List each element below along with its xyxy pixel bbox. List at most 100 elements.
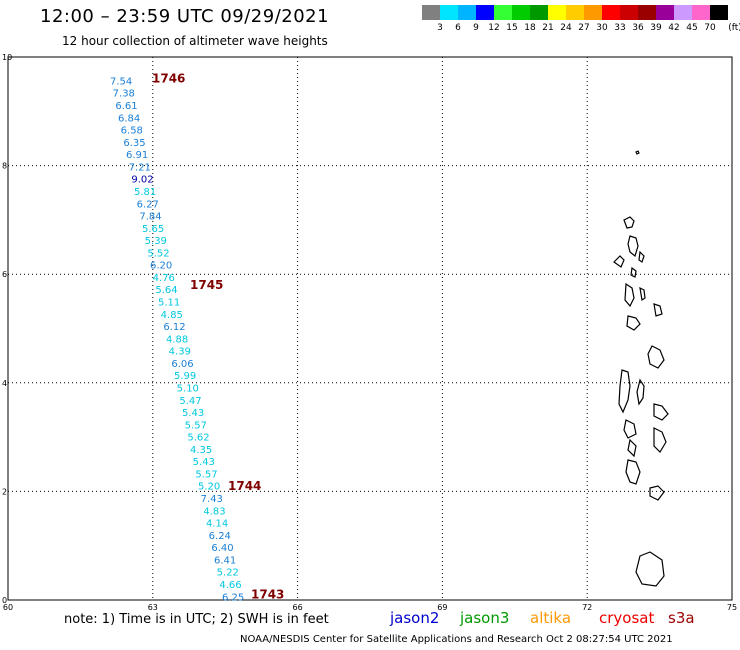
satellite-jason2-label: jason2 [390,609,440,627]
colorbar-label: 3 [437,23,443,33]
pass-number-label: 1743 [251,588,284,602]
island-outline [630,266,637,278]
swh-value: 6.91 [126,150,148,161]
colorbar-label: 36 [632,23,644,33]
swh-value: 7.38 [113,89,135,100]
colorbar-swatch [674,5,692,20]
colorbar-label: 42 [668,23,680,33]
swh-value: 4.39 [169,347,191,358]
colorbar-swatch [548,5,566,20]
swh-value: 6.58 [121,126,143,137]
island-outline [649,485,665,501]
swh-value: 5.81 [134,187,156,198]
island-outline [623,216,635,229]
swh-value: 6.24 [209,531,231,542]
pass-number-label: 1744 [228,479,261,493]
island-outline [647,345,665,369]
satellite-cryosat-label: cryosat [599,609,655,627]
y-tick-label: 4 [2,379,7,388]
swh-value: 4.83 [203,506,225,517]
swh-value: 5.62 [187,433,209,444]
colorbar-label: 70 [704,23,716,33]
colorbar-swatch [692,5,710,20]
credit-line: NOAA/NESDIS Center for Satellite Applica… [240,634,673,645]
swh-value: 5.47 [179,396,201,407]
swh-value: 5.99 [174,371,196,382]
y-tick-label: 2 [2,487,7,496]
x-tick-label: 72 [582,603,592,612]
swh-value: 5.39 [145,236,167,247]
swh-value: 6.84 [118,113,140,124]
colorbar-swatch [530,5,548,20]
swh-value: 6.61 [115,101,137,112]
colorbar-swatch [494,5,512,20]
swh-value: 5.52 [147,248,169,259]
colorbar-swatch [566,5,584,20]
colorbar-label: 27 [578,23,590,33]
satellite-s3a-label: s3a [668,609,695,627]
island-outline [626,315,641,331]
swh-value: 6.06 [171,359,193,370]
swh-value: 7.84 [139,212,161,223]
island-outline [636,378,645,406]
colorbar-label: 24 [560,23,572,33]
colorbar-unit: (ft) [728,23,740,33]
map-title: 12:00 – 23:59 UTC 09/29/2021 [40,6,330,27]
island-outline [623,419,637,439]
swh-value: 7.54 [110,76,132,87]
island-outline [653,303,663,317]
swh-value: 9.02 [131,175,153,186]
x-tick-label: 69 [437,603,447,612]
swh-value: 5.22 [217,568,239,579]
swh-value: 6.41 [214,555,236,566]
swh-value: 5.43 [193,457,215,468]
swh-value: 5.57 [195,469,217,480]
island-outline [625,459,641,485]
island-outline [624,282,635,308]
colorbar-swatch [476,5,494,20]
colorbar-label: 15 [506,23,518,33]
island-outline [653,403,669,421]
swh-value: 4.85 [161,310,183,321]
colorbar-label: 39 [650,23,662,33]
y-tick-label: 6 [2,270,7,279]
colorbar-swatch [620,5,638,20]
colorbar-label: 18 [524,23,536,33]
pass-number-label: 1745 [190,278,223,292]
swh-value: 5.57 [185,420,207,431]
island-outline [618,369,631,414]
colorbar-label: 6 [455,23,461,33]
island-outline [635,551,665,587]
y-tick-label: 8 [2,162,7,171]
swh-value: 6.27 [137,199,159,210]
x-tick-label: 75 [727,603,737,612]
colorbar-label: 45 [686,23,698,33]
map-subtitle: 12 hour collection of altimeter wave hei… [62,34,328,48]
colorbar-label: 12 [488,23,500,33]
swh-value: 5.20 [198,482,220,493]
island-outline [639,286,646,302]
x-tick-label: 60 [3,603,13,612]
island-outline [653,427,667,453]
colorbar-label: 21 [542,23,554,33]
island-outline [635,150,640,155]
colorbar-swatch [710,5,728,20]
swh-value: 4.76 [153,273,175,284]
colorbar-swatch [440,5,458,20]
swh-value: 5.10 [177,383,199,394]
swh-value: 5.43 [182,408,204,419]
swh-value: 6.35 [123,138,145,149]
swh-value: 6.40 [211,543,233,554]
colorbar-swatch [512,5,530,20]
colorbar-label: 33 [614,23,626,33]
footer-note: note: 1) Time is in UTC; 2) SWH is in fe… [64,612,329,627]
swh-value: 6.12 [163,322,185,333]
island-outline [638,250,645,263]
colorbar-swatch [584,5,602,20]
island-outline [627,438,637,458]
x-tick-label: 63 [148,603,158,612]
colorbar-swatch [458,5,476,20]
island-outline [613,255,625,268]
y-tick-label: 10 [2,53,12,62]
